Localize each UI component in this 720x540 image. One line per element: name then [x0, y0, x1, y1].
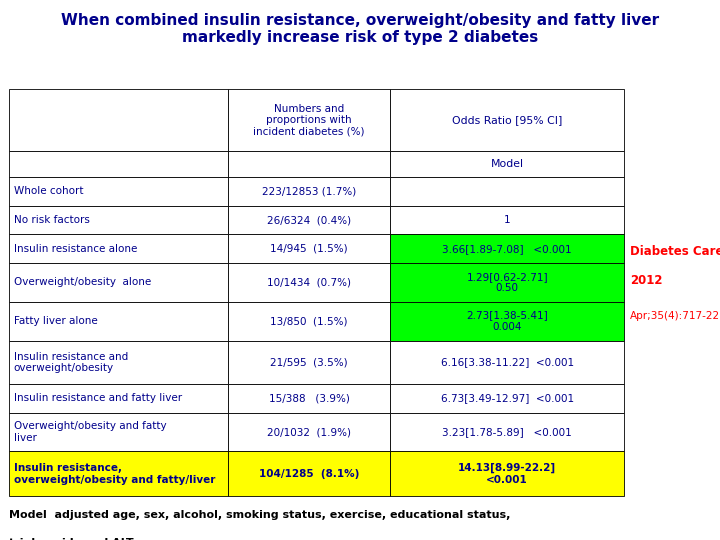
Bar	[228, 263, 390, 302]
Bar	[9, 384, 228, 413]
Bar	[228, 151, 390, 177]
Bar	[390, 263, 624, 302]
Text: 2012: 2012	[630, 274, 662, 287]
Bar	[9, 451, 228, 496]
Text: Model: Model	[491, 159, 523, 169]
Bar	[390, 451, 624, 496]
Text: Model  adjusted age, sex, alcohol, smoking status, exercise, educational status,: Model adjusted age, sex, alcohol, smokin…	[9, 510, 510, 520]
Text: Fatty liver alone: Fatty liver alone	[14, 316, 97, 326]
Bar	[390, 89, 624, 151]
Text: 2.73[1.38-5.41]
0.004: 2.73[1.38-5.41] 0.004	[467, 310, 548, 332]
Bar	[9, 413, 228, 451]
Text: Insulin resistance and
overweight/obesity: Insulin resistance and overweight/obesit…	[14, 352, 128, 373]
Bar	[9, 151, 228, 177]
Bar	[228, 89, 390, 151]
Bar	[9, 177, 228, 206]
Text: 13/850  (1.5%): 13/850 (1.5%)	[271, 316, 348, 326]
Text: Diabetes Care: Diabetes Care	[630, 245, 720, 258]
Text: 1: 1	[504, 215, 510, 225]
Text: Overweight/obesity  alone: Overweight/obesity alone	[14, 278, 151, 287]
Bar	[228, 177, 390, 206]
Text: 15/388   (3.9%): 15/388 (3.9%)	[269, 393, 350, 403]
Bar	[390, 234, 624, 263]
Bar	[228, 384, 390, 413]
Text: Apr;35(4):717-22: Apr;35(4):717-22	[630, 311, 720, 321]
Bar	[9, 341, 228, 384]
Bar	[9, 263, 228, 302]
Bar	[390, 384, 624, 413]
Bar	[9, 206, 228, 234]
Text: Numbers and
proportions with
incident diabetes (%): Numbers and proportions with incident di…	[253, 104, 365, 137]
Bar	[228, 341, 390, 384]
Bar	[228, 234, 390, 263]
Text: When combined insulin resistance, overweight/obesity and fatty liver: When combined insulin resistance, overwe…	[61, 14, 659, 29]
Text: triglyceride and ALT: triglyceride and ALT	[9, 538, 133, 540]
Text: Insulin resistance and fatty liver: Insulin resistance and fatty liver	[14, 393, 182, 403]
Bar	[390, 302, 624, 341]
Bar	[390, 341, 624, 384]
Text: 26/6324  (0.4%): 26/6324 (0.4%)	[267, 215, 351, 225]
Bar	[228, 302, 390, 341]
Bar	[390, 177, 624, 206]
Text: 104/1285  (8.1%): 104/1285 (8.1%)	[259, 469, 359, 479]
Text: Insulin resistance,
overweight/obesity and fatty/liver: Insulin resistance, overweight/obesity a…	[14, 463, 215, 485]
Text: 3.66[1.89-7.08]   <0.001: 3.66[1.89-7.08] <0.001	[442, 244, 572, 254]
Bar	[228, 206, 390, 234]
Text: No risk factors: No risk factors	[14, 215, 89, 225]
Text: 20/1032  (1.9%): 20/1032 (1.9%)	[267, 427, 351, 437]
Bar	[390, 413, 624, 451]
Text: 14.13[8.99-22.2]
<0.001: 14.13[8.99-22.2] <0.001	[458, 463, 557, 485]
Bar	[228, 413, 390, 451]
Text: 21/595  (3.5%): 21/595 (3.5%)	[271, 357, 348, 367]
Bar	[9, 302, 228, 341]
Text: 10/1434  (0.7%): 10/1434 (0.7%)	[267, 278, 351, 287]
Text: Overweight/obesity and fatty
liver: Overweight/obesity and fatty liver	[14, 421, 166, 443]
Text: 3.23[1.78-5.89]   <0.001: 3.23[1.78-5.89] <0.001	[442, 427, 572, 437]
Text: markedly increase risk of type 2 diabetes: markedly increase risk of type 2 diabete…	[182, 30, 538, 45]
Text: 223/12853 (1.7%): 223/12853 (1.7%)	[262, 186, 356, 197]
Bar	[390, 206, 624, 234]
Text: Whole cohort: Whole cohort	[14, 186, 84, 197]
Text: 1.29[0.62-2.71]
0.50: 1.29[0.62-2.71] 0.50	[467, 272, 548, 293]
Text: 6.73[3.49-12.97]  <0.001: 6.73[3.49-12.97] <0.001	[441, 393, 574, 403]
Text: 6.16[3.38-11.22]  <0.001: 6.16[3.38-11.22] <0.001	[441, 357, 574, 367]
Bar	[228, 451, 390, 496]
Bar	[390, 151, 624, 177]
Text: 14/945  (1.5%): 14/945 (1.5%)	[271, 244, 348, 254]
Text: Insulin resistance alone: Insulin resistance alone	[14, 244, 137, 254]
Bar	[9, 234, 228, 263]
Bar	[9, 89, 228, 151]
Text: Odds Ratio [95% CI]: Odds Ratio [95% CI]	[452, 115, 562, 125]
